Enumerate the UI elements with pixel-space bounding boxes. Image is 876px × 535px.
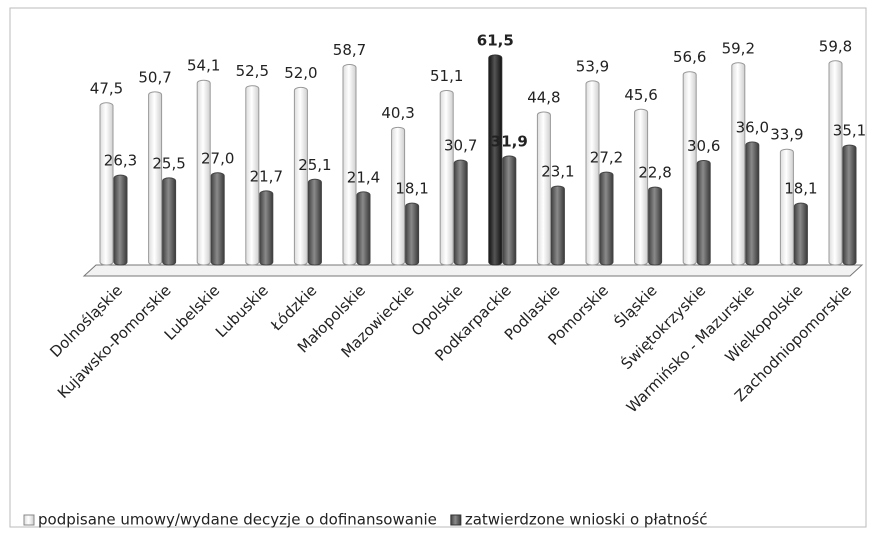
bar xyxy=(779,148,794,266)
bar xyxy=(148,91,163,266)
bar xyxy=(259,190,274,266)
data-label: 47,5 xyxy=(90,79,123,97)
bar xyxy=(342,64,357,266)
data-label: 51,1 xyxy=(430,67,463,85)
data-label: 54,1 xyxy=(187,57,220,75)
data-label: 59,2 xyxy=(722,39,755,57)
x-tick-label: Świętokrzyskie xyxy=(617,281,709,373)
bar xyxy=(307,178,322,266)
data-label: 59,8 xyxy=(819,37,852,55)
data-label: 56,6 xyxy=(673,48,706,66)
x-tick-label: Lubuskie xyxy=(212,281,272,341)
bar xyxy=(731,62,746,266)
bar xyxy=(682,71,697,266)
bar xyxy=(210,172,225,266)
bar xyxy=(550,185,565,266)
bar xyxy=(162,177,177,266)
data-label: 18,1 xyxy=(784,180,817,198)
bar xyxy=(245,85,260,266)
data-label: 40,3 xyxy=(381,104,414,122)
data-label: 45,6 xyxy=(624,86,657,104)
data-label: 27,2 xyxy=(590,149,623,167)
data-label: 52,5 xyxy=(236,62,269,80)
legend-swatch xyxy=(23,514,35,526)
data-label: 33,9 xyxy=(770,126,803,144)
bar xyxy=(99,102,114,266)
frame xyxy=(9,7,867,528)
data-label: 61,5 xyxy=(477,31,514,49)
legend-label: zatwierdzone wnioski o płatność xyxy=(465,511,708,529)
data-label: 52,0 xyxy=(284,64,317,82)
bar xyxy=(488,54,503,266)
bar xyxy=(502,155,517,266)
data-label: 21,7 xyxy=(250,167,283,185)
bar xyxy=(536,111,551,266)
bar xyxy=(599,171,614,266)
legend-label: podpisane umowy/wydane decyzje o dofinan… xyxy=(38,511,437,529)
bar xyxy=(793,202,808,266)
data-label: 30,7 xyxy=(444,137,477,155)
bar xyxy=(391,126,406,266)
bar xyxy=(356,191,371,266)
data-label: 35,1 xyxy=(833,122,866,140)
legend-swatch xyxy=(450,514,462,526)
bar xyxy=(113,174,128,266)
data-label: 27,0 xyxy=(201,149,234,167)
data-label: 18,1 xyxy=(395,180,428,198)
bar xyxy=(439,89,454,266)
bar xyxy=(405,202,420,266)
bar xyxy=(828,60,843,266)
data-label: 30,6 xyxy=(687,137,720,155)
bar xyxy=(585,80,600,266)
data-label: 23,1 xyxy=(541,163,574,181)
bar xyxy=(745,141,760,266)
data-label: 25,1 xyxy=(298,156,331,174)
bar xyxy=(842,144,857,266)
data-label: 44,8 xyxy=(527,88,560,106)
data-label: 26,3 xyxy=(104,152,137,170)
data-label: 31,9 xyxy=(491,133,528,151)
data-label: 21,4 xyxy=(347,168,380,186)
bar xyxy=(634,108,649,266)
bar xyxy=(196,79,211,266)
data-label: 53,9 xyxy=(576,57,609,75)
data-label: 25,5 xyxy=(152,154,185,172)
floor xyxy=(82,264,864,277)
data-label: 58,7 xyxy=(333,41,366,59)
data-label: 22,8 xyxy=(638,164,671,182)
bar xyxy=(293,86,308,266)
bar xyxy=(696,159,711,266)
data-label: 36,0 xyxy=(736,119,769,137)
bar xyxy=(453,159,468,266)
bar xyxy=(648,186,663,266)
data-label: 50,7 xyxy=(138,68,171,86)
